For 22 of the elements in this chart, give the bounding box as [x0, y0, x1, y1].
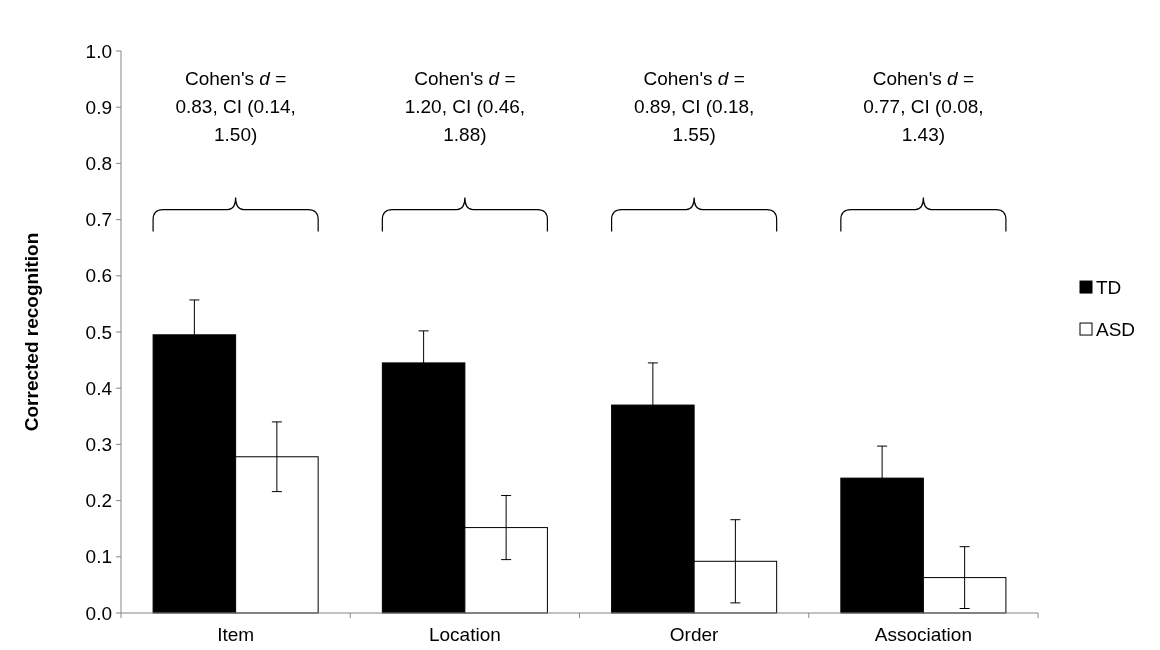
text: Cohen's d = 0.89, CI (0.18, 1.55)	[633, 67, 755, 145]
y-tick-label: 0.0	[85, 602, 112, 624]
y-tick-label: 0.6	[85, 265, 112, 287]
text: Cohen's d = 1.20, CI (0.46, 1.88)	[404, 67, 526, 145]
text: Cohen's d = 0.83, CI (0.14, 1.50)	[175, 67, 296, 145]
x-tick-label: Association	[874, 624, 972, 645]
y-tick-label: 0.8	[85, 153, 112, 175]
text: Cohen's d = 0.77, CI (0.08, 1.43)	[863, 67, 984, 145]
y-tick-label: 0.7	[85, 209, 112, 231]
legend-label: TD	[1096, 276, 1122, 298]
legend-label: ASD	[1096, 318, 1136, 340]
y-tick-label: 0.5	[85, 321, 112, 343]
y-axis-title: Corrected recognition	[21, 232, 42, 432]
x-tick-label: Item	[217, 624, 255, 645]
y-tick-label: 0.4	[85, 377, 113, 399]
y-tick-label: 0.3	[85, 434, 112, 456]
y-tick-label: 1.0	[85, 40, 112, 62]
x-tick-label: Order	[669, 624, 720, 645]
x-tick-label: Location	[428, 624, 501, 645]
y-tick-label: 0.2	[85, 490, 112, 512]
y-tick-label: 0.1	[85, 546, 112, 568]
y-tick-label: 0.9	[85, 96, 112, 118]
